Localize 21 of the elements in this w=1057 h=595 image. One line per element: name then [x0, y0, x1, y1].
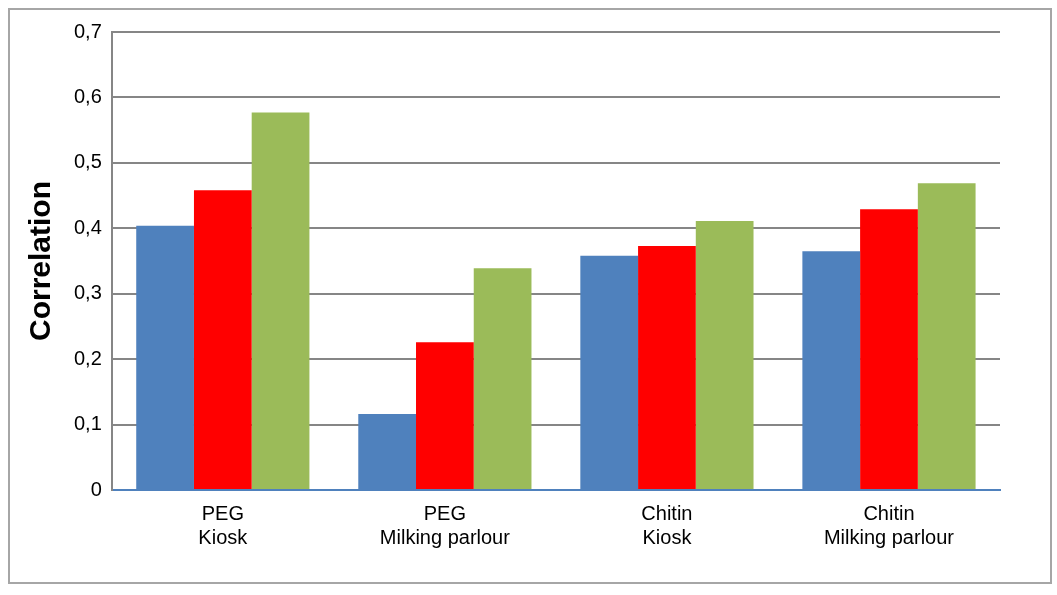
x-tick-label: Chitin Kiosk: [641, 501, 693, 548]
y-tick-label: 0,2: [73, 346, 102, 369]
y-tick-label: 0,4: [73, 215, 102, 238]
bar: [473, 268, 532, 489]
y-tick-label: 0,5: [73, 150, 102, 173]
bar: [695, 221, 754, 489]
bar: [638, 245, 696, 489]
y-tick-label: 0,6: [73, 84, 102, 107]
x-tick-label: PEG Milking parlour: [379, 501, 511, 548]
x-tick-label: Chitin Milking parlour: [823, 501, 955, 548]
y-tick-label: 0,1: [73, 412, 102, 435]
y-tick-label: 0,3: [73, 281, 102, 304]
y-tick-label: 0,7: [73, 19, 102, 42]
x-tick-label: PEG Kiosk: [198, 501, 249, 548]
y-axis-title: Correlation: [23, 180, 57, 342]
bar: [251, 112, 310, 489]
bar: [193, 190, 252, 489]
y-tick-label: 0: [90, 477, 102, 500]
bar: [860, 209, 918, 489]
bar: [917, 183, 976, 489]
bar: [416, 342, 474, 489]
